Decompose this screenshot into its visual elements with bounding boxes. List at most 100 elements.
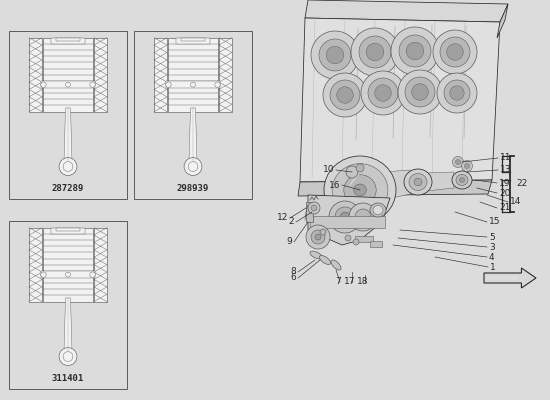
Circle shape [398, 70, 442, 114]
Ellipse shape [404, 169, 432, 195]
Text: 14: 14 [510, 198, 521, 206]
Text: 4: 4 [489, 252, 494, 262]
Text: 2: 2 [288, 218, 294, 226]
Circle shape [437, 73, 477, 113]
Circle shape [405, 77, 435, 107]
Circle shape [63, 162, 73, 172]
Ellipse shape [414, 178, 422, 186]
Text: 8: 8 [290, 268, 296, 276]
Circle shape [63, 352, 73, 362]
Bar [29, 228, 42, 302]
Polygon shape [308, 195, 390, 245]
Circle shape [326, 46, 344, 64]
Circle shape [311, 230, 325, 244]
Circle shape [450, 86, 464, 100]
Circle shape [356, 164, 364, 172]
Bar [41, 81, 95, 88]
Circle shape [329, 201, 361, 233]
Bar [168, 38, 218, 112]
Circle shape [308, 202, 320, 214]
Circle shape [355, 209, 371, 225]
Bar [41, 271, 95, 278]
Text: 15: 15 [489, 218, 500, 226]
Polygon shape [356, 170, 410, 206]
Circle shape [59, 158, 77, 176]
Polygon shape [484, 268, 536, 288]
Circle shape [349, 203, 377, 231]
Text: 21: 21 [499, 204, 510, 212]
Circle shape [346, 166, 358, 178]
Circle shape [345, 235, 351, 241]
Polygon shape [300, 18, 500, 182]
Circle shape [461, 160, 472, 172]
Text: 18: 18 [358, 278, 368, 286]
Ellipse shape [320, 256, 331, 264]
Circle shape [359, 36, 391, 68]
Bar [355, 236, 373, 242]
Polygon shape [189, 108, 197, 169]
Circle shape [311, 31, 359, 79]
Bar [175, 38, 210, 44]
Bar [166, 81, 220, 88]
Circle shape [188, 162, 198, 172]
Bar [9, 31, 127, 199]
Circle shape [190, 82, 195, 87]
Bar [43, 228, 93, 302]
Bar [9, 221, 127, 389]
Text: 1: 1 [490, 262, 496, 272]
Bar [43, 38, 93, 112]
Circle shape [330, 80, 360, 110]
Ellipse shape [310, 251, 322, 259]
Circle shape [366, 43, 384, 61]
Circle shape [59, 348, 77, 366]
Bar [306, 202, 313, 222]
Circle shape [41, 82, 46, 87]
Circle shape [465, 164, 470, 168]
Text: 12: 12 [277, 214, 288, 222]
Text: 5: 5 [489, 232, 495, 242]
Circle shape [90, 272, 95, 277]
Bar [310, 216, 385, 228]
Polygon shape [426, 172, 454, 191]
Bar [134, 31, 252, 199]
Polygon shape [305, 0, 508, 22]
Circle shape [306, 225, 330, 249]
Circle shape [391, 27, 439, 75]
Bar [370, 241, 382, 247]
Circle shape [406, 42, 424, 60]
Bar [154, 38, 167, 112]
Circle shape [351, 28, 399, 76]
Circle shape [368, 78, 398, 108]
Circle shape [375, 85, 391, 101]
Ellipse shape [456, 174, 468, 186]
Bar [51, 38, 85, 44]
Circle shape [335, 207, 355, 227]
Ellipse shape [370, 203, 386, 217]
Circle shape [455, 160, 460, 164]
Circle shape [90, 82, 95, 87]
Ellipse shape [459, 178, 465, 182]
Text: 287289: 287289 [52, 184, 84, 193]
Bar [94, 228, 107, 302]
Text: 10: 10 [322, 166, 334, 174]
Text: 17: 17 [344, 278, 356, 286]
Circle shape [412, 84, 428, 100]
Bar [56, 228, 80, 231]
Ellipse shape [344, 175, 376, 205]
Text: 11: 11 [500, 154, 512, 162]
Bar [56, 38, 80, 41]
Polygon shape [64, 108, 72, 169]
Ellipse shape [373, 206, 383, 214]
Circle shape [323, 73, 367, 117]
Circle shape [215, 82, 220, 87]
Text: 20: 20 [499, 188, 510, 198]
Circle shape [361, 71, 405, 115]
Polygon shape [497, 4, 508, 38]
Circle shape [65, 82, 70, 87]
Circle shape [337, 87, 353, 103]
Bar [51, 228, 85, 234]
Circle shape [440, 37, 470, 67]
Polygon shape [64, 298, 72, 359]
Circle shape [340, 212, 350, 222]
Circle shape [166, 82, 171, 87]
